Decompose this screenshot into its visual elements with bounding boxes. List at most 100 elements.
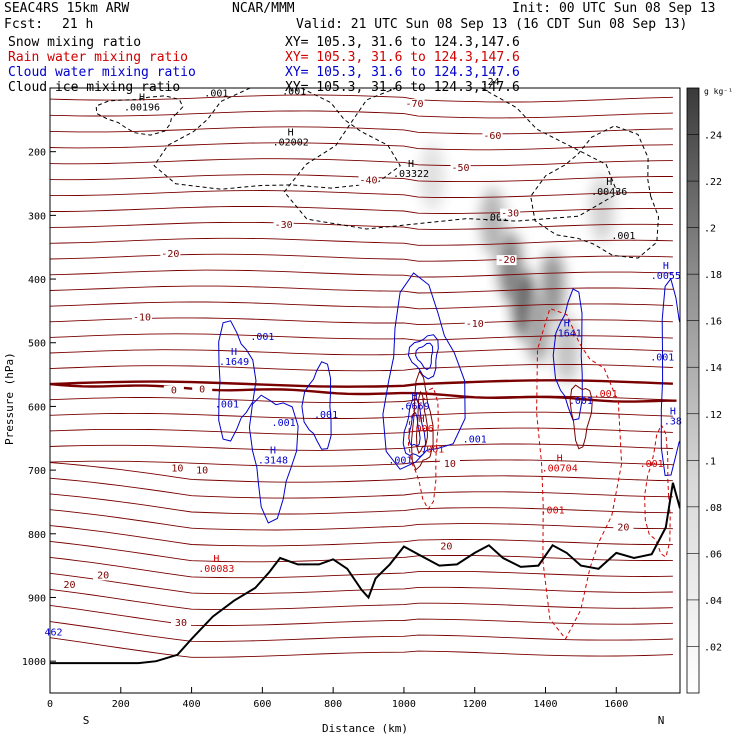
- isotherm-label: 10: [444, 459, 456, 470]
- isotherm-line: [50, 269, 673, 278]
- isotherm-label-bg: [496, 255, 517, 266]
- cloud-water-contour: [301, 361, 332, 450]
- x-tick-label: 400: [183, 699, 201, 710]
- cloud-water-contours: [218, 272, 680, 524]
- colorbar-tick-label: .22: [704, 177, 722, 188]
- model-title: SEAC4RS 15km ARW: [4, 1, 129, 16]
- isotherm-line: [50, 379, 673, 388]
- y-tick-label: 1000: [22, 657, 46, 668]
- isotherm-label: -60: [483, 131, 501, 142]
- snow-shade-blob: [540, 251, 565, 320]
- x-tick-label: 600: [253, 699, 271, 710]
- figure-header: SEAC4RS 15km ARW NCAR/MMM Init: 00 UTC S…: [4, 1, 716, 95]
- isotherm-line: [50, 348, 673, 356]
- y-tick-label: 500: [28, 339, 46, 350]
- isotherm-label-bg: [170, 618, 191, 629]
- isotherm-label: 20: [63, 580, 75, 591]
- isotherm-line: [50, 621, 673, 642]
- colorbar-tick-label: .08: [704, 503, 722, 514]
- cloud-water-label-value: .1649: [219, 357, 249, 368]
- cloud-water-contour: [407, 334, 439, 380]
- cloud-water-label-value: .3148: [258, 456, 288, 467]
- cloud-ice-label-value: .24: [482, 77, 500, 88]
- cloud-ice-label-value: .001: [611, 231, 635, 242]
- isotherm-line: [50, 94, 673, 103]
- x-tick-label: 200: [112, 699, 130, 710]
- isotherm-line: [50, 540, 673, 563]
- init-time: Init: 00 UTC Sun 08 Sep 13: [512, 1, 716, 16]
- rain-label-value: .001: [541, 505, 565, 516]
- isotherm-label-bg: [273, 220, 294, 231]
- cloud-ice-label-value: .001: [204, 88, 228, 99]
- field-name-snow: Snow mixing ratio: [8, 35, 141, 50]
- cloud-water-label-value: .001: [650, 353, 674, 364]
- isotherm-line: [50, 110, 673, 119]
- x-tick-label: 800: [324, 699, 342, 710]
- isotherm-label: -20: [498, 255, 516, 266]
- cloud-ice-label-marker: H: [606, 177, 612, 188]
- isotherm-line: [50, 427, 673, 435]
- cloud-ice-contour: [153, 88, 401, 190]
- colorbar-tick-label: .24: [704, 131, 722, 142]
- isotherm-label-bg: [500, 208, 521, 219]
- cloud-water-contour: [218, 320, 257, 442]
- isotherm-label: -40: [360, 176, 378, 187]
- y-axis-label: Pressure (hPa): [3, 352, 16, 445]
- cloud-ice-contour: [95, 95, 184, 136]
- cloud-ice-label-value: .00436: [591, 187, 627, 198]
- isotherm-label: 10: [171, 463, 183, 474]
- isotherm-line: [50, 142, 673, 151]
- cloud-water-contour: [660, 277, 680, 477]
- cloud-water-label-value: .001: [388, 456, 412, 467]
- cloud-ice-label-value: .00196: [124, 102, 160, 113]
- colorbar-tick-label: .2: [704, 224, 716, 235]
- isotherm-line: [50, 190, 673, 198]
- colorbar-tick-label: .18: [704, 270, 722, 281]
- cloud-ice-label-value: .02002: [273, 137, 309, 148]
- isotherm-line: [50, 285, 673, 294]
- snow-shade-blob: [526, 296, 551, 364]
- rain-label-value: .001: [640, 459, 664, 470]
- field-xy-rain: XY= 105.3, 31.6 to 124.3,147.6: [285, 50, 520, 65]
- y-tick-label: 900: [28, 593, 46, 604]
- temperature-isotherms: [50, 94, 677, 658]
- cloud-water-contour: [248, 394, 299, 524]
- isotherm-line: [50, 525, 673, 547]
- rain-contour: [569, 384, 593, 450]
- isotherm-label-bg: [132, 312, 153, 323]
- x-tick-label: 1200: [463, 699, 487, 710]
- isotherm-label-bg: [93, 570, 114, 581]
- rain-label-value: .006: [410, 424, 434, 435]
- y-tick-label: 400: [28, 275, 46, 286]
- isotherm-label-bg: [439, 458, 460, 469]
- forecast-hour: 21 h: [62, 17, 93, 32]
- org-name: NCAR/MMM: [232, 1, 295, 16]
- isotherm-label: 10: [196, 465, 208, 476]
- cloud-water-label-value: .001: [314, 410, 338, 421]
- isotherm-label-bg: [404, 99, 425, 110]
- cloud-water-label-marker: H: [663, 261, 669, 272]
- isotherm-label-bg: [450, 162, 471, 173]
- rain-label-value: .001: [594, 389, 618, 400]
- cloud-ice-contours: [95, 88, 660, 259]
- isotherm-line: [50, 301, 673, 310]
- rain-label-marker: H: [557, 453, 563, 464]
- isotherm-label-bg: [59, 579, 80, 590]
- isotherm-label-bg: [192, 465, 213, 476]
- rain-label-value: .00704: [542, 463, 578, 474]
- forecast-label: Fcst:: [4, 17, 43, 32]
- colorbar-tick-label: .16: [704, 317, 722, 328]
- snow-shade-blob: [554, 315, 579, 384]
- cloud-water-label-value: .6669: [399, 402, 429, 413]
- snow-shade-blob: [420, 143, 445, 212]
- rain-contour: [415, 390, 428, 454]
- isotherm-label-bg: [163, 385, 184, 396]
- field-name-cloud-water: Cloud water mixing ratio: [8, 65, 196, 80]
- isotherm-label: -10: [133, 312, 151, 323]
- isotherm-line: [50, 395, 673, 404]
- isotherm-line: [50, 363, 673, 372]
- cloud-ice-label-marker: H: [139, 92, 145, 103]
- x-end-label-south: S: [83, 714, 90, 727]
- y-tick-label: 300: [28, 211, 46, 222]
